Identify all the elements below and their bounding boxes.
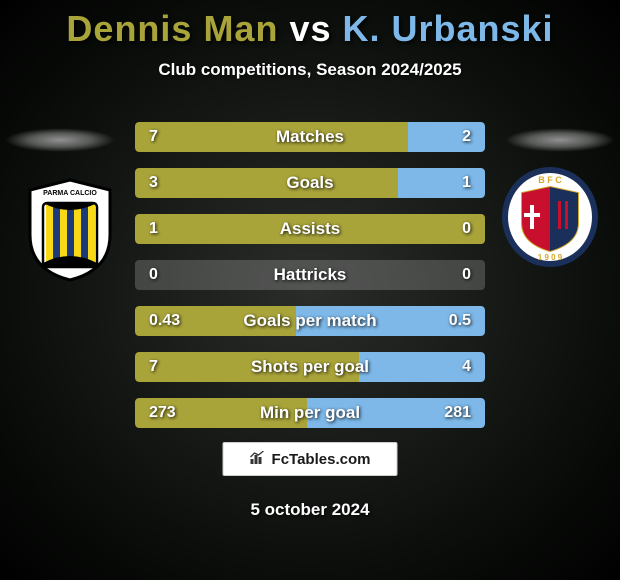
stat-row: 273Min per goal281 <box>135 398 485 428</box>
stat-value-right: 4 <box>462 352 471 382</box>
subtitle: Club competitions, Season 2024/2025 <box>0 60 620 80</box>
stat-label: Hattricks <box>135 260 485 290</box>
player1-name: Dennis Man <box>66 8 278 49</box>
stat-value-right: 0 <box>462 214 471 244</box>
stat-row: 7Matches2 <box>135 122 485 152</box>
stat-label: Shots per goal <box>135 352 485 382</box>
svg-text:PARMA CALCIO: PARMA CALCIO <box>43 190 97 197</box>
bologna-shield-icon: B F C 1 9 0 9 <box>500 165 600 275</box>
stat-value-right: 2 <box>462 122 471 152</box>
footer-date: 5 october 2024 <box>0 500 620 520</box>
stat-label: Min per goal <box>135 398 485 428</box>
vs-text: vs <box>278 8 342 49</box>
stat-label: Assists <box>135 214 485 244</box>
site-badge[interactable]: FcTables.com <box>223 442 398 476</box>
shadow-right <box>505 128 615 152</box>
stat-label: Goals per match <box>135 306 485 336</box>
club-logo-left: PARMA CALCIO <box>20 175 120 285</box>
stat-label: Matches <box>135 122 485 152</box>
stat-row: 3Goals1 <box>135 168 485 198</box>
stat-value-right: 0.5 <box>449 306 471 336</box>
stat-row: 0Hattricks0 <box>135 260 485 290</box>
stat-row: 0.43Goals per match0.5 <box>135 306 485 336</box>
stat-row: 7Shots per goal4 <box>135 352 485 382</box>
parma-shield-icon: PARMA CALCIO <box>20 175 120 285</box>
chart-icon <box>250 451 266 468</box>
player2-name: K. Urbanski <box>343 8 554 49</box>
site-name: FcTables.com <box>272 451 371 468</box>
svg-text:B F C: B F C <box>538 175 562 185</box>
club-logo-right: B F C 1 9 0 9 <box>500 165 600 275</box>
svg-text:1 9 0 9: 1 9 0 9 <box>538 253 563 262</box>
stat-value-right: 1 <box>462 168 471 198</box>
shadow-left <box>5 128 115 152</box>
stat-value-right: 281 <box>444 398 471 428</box>
comparison-title: Dennis Man vs K. Urbanski <box>0 0 620 50</box>
stat-label: Goals <box>135 168 485 198</box>
stat-row: 1Assists0 <box>135 214 485 244</box>
stats-bars: 7Matches23Goals11Assists00Hattricks00.43… <box>135 122 485 444</box>
stat-value-right: 0 <box>462 260 471 290</box>
